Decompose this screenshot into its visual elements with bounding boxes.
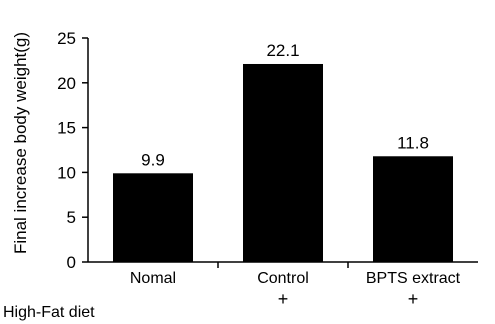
bar [373, 156, 453, 262]
y-tick-label: 10 [57, 163, 76, 182]
bar [113, 173, 193, 262]
y-tick-label: 20 [57, 74, 76, 93]
y-tick-label: 15 [57, 119, 76, 138]
diet-mark: + [408, 289, 419, 309]
bar [243, 63, 323, 262]
y-tick-label: 5 [67, 208, 76, 227]
x-axis-labels: Nomal Control BPTS extract [130, 262, 461, 287]
y-axis-ticks: 0 5 10 15 20 25 [57, 29, 88, 272]
y-axis-label: Final increase body weight(g) [11, 32, 30, 254]
x-tick-label: Nomal [130, 270, 176, 287]
value-labels: 9.9 22.1 11.8 [141, 41, 429, 169]
y-tick-label: 0 [67, 253, 76, 272]
x-tick-label: BPTS extract [366, 270, 461, 287]
diet-row-label: High-Fat diet [3, 304, 95, 321]
diet-mark: + [278, 289, 289, 309]
diet-marks: + + [278, 289, 419, 309]
y-tick-label: 25 [57, 29, 76, 48]
bar-value-label: 9.9 [141, 150, 165, 169]
bars [113, 63, 453, 262]
bar-value-label: 22.1 [266, 41, 299, 60]
x-tick-label: Control [257, 270, 309, 287]
bar-value-label: 11.8 [397, 133, 429, 152]
